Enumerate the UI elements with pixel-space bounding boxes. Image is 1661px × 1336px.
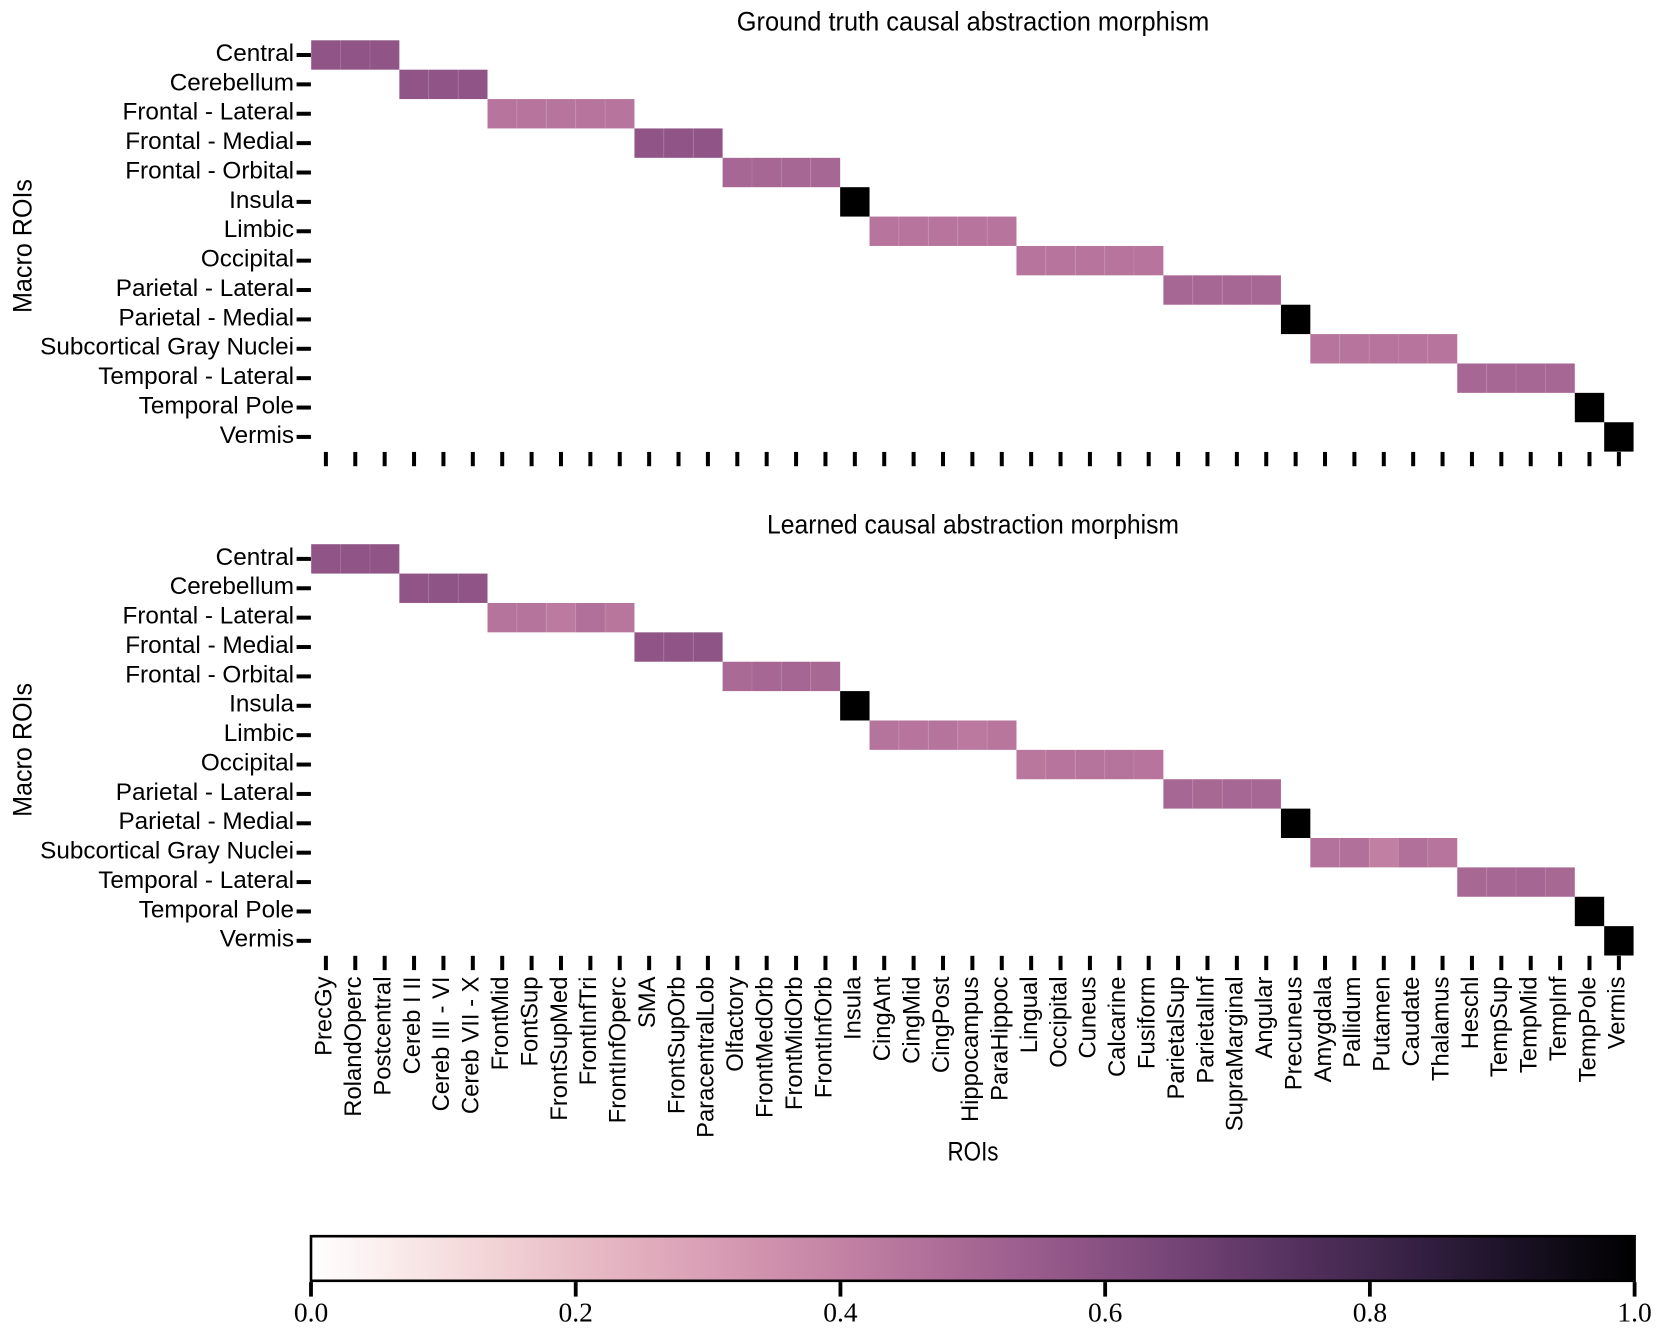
svg-text:Frontal - Lateral: Frontal - Lateral: [122, 603, 294, 630]
svg-text:FrontInfTri: FrontInfTri: [575, 977, 602, 1086]
svg-text:SupraMarginal: SupraMarginal: [1222, 977, 1249, 1132]
svg-text:Putamen: Putamen: [1369, 977, 1396, 1072]
svg-text:Limbic: Limbic: [224, 216, 294, 243]
svg-text:CingAnt: CingAnt: [869, 976, 896, 1061]
svg-text:Vermis: Vermis: [220, 926, 294, 953]
svg-text:FrontInfOperc: FrontInfOperc: [605, 976, 632, 1123]
svg-text:FrontSupMed: FrontSupMed: [546, 977, 573, 1121]
svg-text:FrontSupOrb: FrontSupOrb: [663, 977, 690, 1115]
svg-text:TempMid: TempMid: [1516, 977, 1543, 1074]
svg-text:Lingual: Lingual: [1016, 977, 1043, 1054]
svg-text:Insula: Insula: [840, 976, 867, 1040]
svg-text:Pallidum: Pallidum: [1339, 977, 1366, 1068]
svg-text:PrecGy: PrecGy: [311, 976, 338, 1055]
svg-text:Fusiform: Fusiform: [1134, 977, 1161, 1070]
svg-text:Frontal - Medial: Frontal - Medial: [125, 128, 294, 155]
svg-text:ParietalSup: ParietalSup: [1163, 977, 1190, 1100]
svg-text:TempSup: TempSup: [1486, 977, 1513, 1078]
svg-text:Heschl: Heschl: [1457, 977, 1484, 1050]
svg-text:Subcortical Gray Nuclei: Subcortical Gray Nuclei: [40, 838, 294, 865]
svg-text:Calcarine: Calcarine: [1104, 977, 1131, 1078]
svg-text:Limbic: Limbic: [224, 720, 294, 747]
svg-text:FontSup: FontSup: [516, 977, 543, 1067]
svg-text:Occipital: Occipital: [201, 749, 294, 776]
svg-text:Frontal - Orbital: Frontal - Orbital: [125, 157, 294, 184]
svg-text:Ground truth causal abstractio: Ground truth causal abstraction morphism: [737, 6, 1210, 36]
svg-text:CingPost: CingPost: [928, 976, 955, 1073]
svg-text:Frontal - Lateral: Frontal - Lateral: [122, 99, 294, 126]
svg-text:ROIs: ROIs: [948, 1137, 999, 1167]
svg-text:Occipital: Occipital: [1045, 977, 1072, 1068]
svg-text:Amygdala: Amygdala: [1310, 976, 1337, 1083]
svg-text:ParaHippoc: ParaHippoc: [987, 976, 1014, 1100]
svg-text:Temporal Pole: Temporal Pole: [139, 392, 294, 419]
svg-text:0.6: 0.6: [1088, 1297, 1122, 1328]
svg-text:0.0: 0.0: [294, 1297, 328, 1328]
svg-text:TempInf: TempInf: [1545, 976, 1572, 1061]
svg-text:1.0: 1.0: [1617, 1297, 1651, 1328]
svg-text:Frontal - Medial: Frontal - Medial: [125, 632, 294, 659]
svg-text:Cereb I II: Cereb I II: [399, 977, 426, 1075]
svg-text:Postcentral: Postcentral: [369, 977, 396, 1096]
svg-text:Cerebellum: Cerebellum: [170, 69, 294, 96]
svg-text:ParacentralLob: ParacentralLob: [693, 977, 720, 1138]
svg-text:Temporal - Lateral: Temporal - Lateral: [98, 363, 294, 390]
svg-text:RolandOperc: RolandOperc: [340, 976, 367, 1116]
svg-text:Macro ROIs: Macro ROIs: [8, 179, 38, 313]
svg-text:Vermis: Vermis: [220, 422, 294, 449]
svg-text:Frontal - Orbital: Frontal - Orbital: [125, 661, 294, 688]
svg-text:Central: Central: [216, 544, 294, 571]
svg-text:FrontMedOrb: FrontMedOrb: [751, 977, 778, 1119]
svg-text:ParietalInf: ParietalInf: [1192, 976, 1219, 1084]
svg-text:Occipital: Occipital: [201, 246, 294, 273]
svg-text:Parietal - Medial: Parietal - Medial: [118, 808, 294, 835]
svg-text:0.4: 0.4: [823, 1297, 858, 1328]
svg-text:Hippocampus: Hippocampus: [957, 976, 984, 1122]
svg-text:Cerebellum: Cerebellum: [170, 573, 294, 600]
svg-text:Temporal - Lateral: Temporal - Lateral: [98, 867, 294, 894]
svg-text:Temporal Pole: Temporal Pole: [139, 896, 294, 923]
svg-text:Learned causal abstraction mor: Learned causal abstraction morphism: [767, 509, 1179, 539]
svg-text:TempPole: TempPole: [1574, 977, 1601, 1083]
svg-text:Precuneus: Precuneus: [1280, 976, 1307, 1090]
svg-text:Parietal - Medial: Parietal - Medial: [118, 304, 294, 331]
svg-text:Macro ROIs: Macro ROIs: [8, 683, 38, 817]
svg-text:Central: Central: [216, 40, 294, 67]
svg-text:Angular: Angular: [1251, 976, 1278, 1058]
svg-text:Vermis: Vermis: [1604, 976, 1631, 1049]
svg-text:Insula: Insula: [229, 187, 294, 214]
svg-text:Parietal - Lateral: Parietal - Lateral: [116, 275, 294, 302]
svg-text:Insula: Insula: [229, 691, 294, 718]
svg-text:FrontMid: FrontMid: [487, 977, 514, 1071]
svg-text:Cuneus: Cuneus: [1075, 976, 1102, 1058]
svg-text:Parietal - Lateral: Parietal - Lateral: [116, 779, 294, 806]
svg-text:FrontMidOrb: FrontMidOrb: [781, 977, 808, 1111]
svg-text:FrontInfOrb: FrontInfOrb: [810, 977, 837, 1099]
svg-text:Olfactory: Olfactory: [722, 976, 749, 1071]
svg-text:0.2: 0.2: [559, 1297, 593, 1328]
svg-text:Cereb VII - X: Cereb VII - X: [458, 976, 485, 1114]
svg-text:Subcortical Gray Nuclei: Subcortical Gray Nuclei: [40, 334, 294, 361]
svg-text:Caudate: Caudate: [1398, 977, 1425, 1067]
svg-text:Thalamus: Thalamus: [1427, 976, 1454, 1081]
svg-text:0.8: 0.8: [1353, 1297, 1387, 1328]
svg-text:CingMid: CingMid: [898, 977, 925, 1064]
svg-text:Cereb III - VI: Cereb III - VI: [428, 977, 455, 1112]
svg-text:SMA: SMA: [634, 976, 661, 1028]
